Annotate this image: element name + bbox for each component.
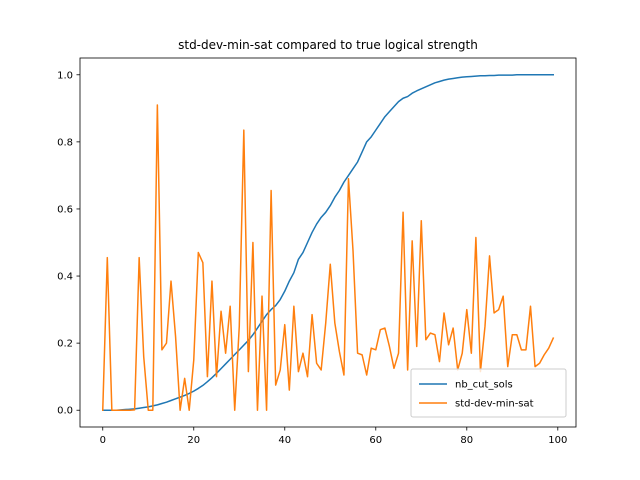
- series-line-nb-cut-sols: [102, 74, 554, 411]
- x-tick-label: 40: [278, 435, 291, 446]
- y-tick-label: 0.4: [57, 272, 73, 283]
- x-tick-label: 100: [548, 435, 567, 446]
- y-tick-label: 0.6: [57, 204, 73, 215]
- y-tick-label: 1.0: [57, 70, 73, 81]
- series-line-std-dev-min-sat: [101, 104, 555, 412]
- legend-label: nb_cut_sols: [455, 380, 513, 391]
- legend: [410, 368, 567, 418]
- x-tick-label: 20: [187, 435, 200, 446]
- x-tick-label: 0: [100, 435, 106, 446]
- plot-area: 0 20 40 60 80 100 0.0 0.2 0.4 0.6 0.8 1.0 nb_cut_sol…: [57, 57, 577, 446]
- axes-frame: [79, 57, 577, 428]
- x-tick-label: 80: [460, 435, 473, 446]
- y-tick-label: 0.8: [57, 137, 73, 148]
- x-tick-label: 60: [369, 435, 382, 446]
- chart-title: std-dev-min-sat compared to true logical…: [178, 38, 478, 52]
- y-tick-label: 0.0: [57, 406, 73, 417]
- legend-label: std-dev-min-sat: [455, 399, 534, 410]
- y-tick-label: 0.2: [57, 339, 73, 350]
